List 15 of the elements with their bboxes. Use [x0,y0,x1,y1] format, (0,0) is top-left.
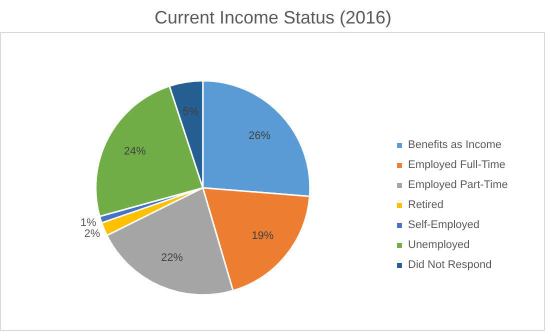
legend-label: Unemployed [408,239,470,251]
data-label: 24% [124,146,146,158]
data-label: 1% [80,217,97,230]
data-label: 22% [160,252,184,264]
data-label: 2% [84,228,100,240]
legend-label: Employed Part-Time [408,179,508,191]
legend-label: Did Not Respond [408,259,492,271]
data-label: 19% [252,230,274,242]
chart-title: Current Income Status (2016) [154,8,392,28]
legend-label: Retired [408,199,444,211]
data-label: 26% [248,130,271,142]
legend-label: Self-Employed [408,219,480,231]
legend-label: Benefits as Income [408,139,502,151]
data-label: 5% [182,106,199,118]
legend-label: Employed Full-Time [408,159,506,171]
